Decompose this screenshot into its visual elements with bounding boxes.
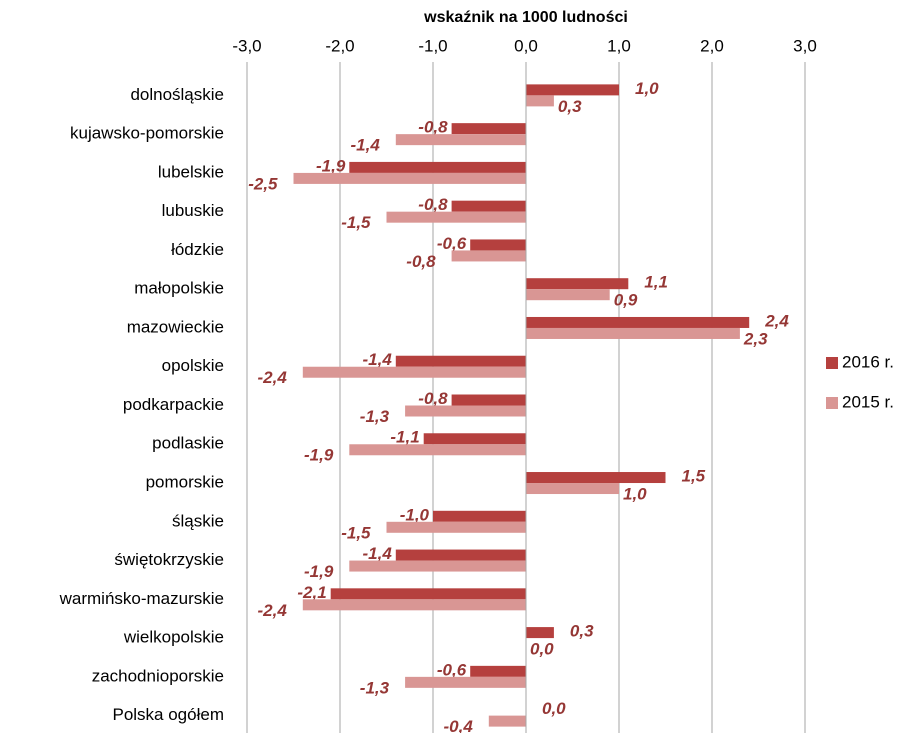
y-tick-label: opolskie [162,356,224,375]
data-label: -1,9 [316,156,346,175]
bar [526,278,629,290]
data-label: 1,0 [635,79,659,98]
y-tick-label: dolnośląskie [130,85,224,104]
chart-title: wskaźnik na 1000 ludności [423,9,628,26]
y-tick-label: małopolskie [134,279,224,298]
bar [395,134,526,146]
y-tick-label: łódzkie [171,240,224,259]
bar [395,549,526,561]
data-label: -0,8 [418,389,448,408]
data-label: 0,9 [614,291,638,310]
x-tick-label: 3,0 [793,36,817,55]
x-tick-label: 2,0 [700,36,724,55]
bar [470,665,526,677]
data-label: -1,0 [400,505,430,524]
bar [526,289,610,301]
y-tick-label: podkarpackie [123,395,224,414]
data-label: -1,4 [363,544,393,563]
bar [526,95,554,107]
bar [526,316,750,328]
bar [451,250,526,262]
bar [386,211,526,223]
bar [526,472,666,484]
bar [349,560,526,572]
data-label: 2,4 [764,311,789,330]
data-label: 0,0 [530,640,554,659]
y-tick-label: świętokrzyskie [114,550,224,569]
data-label: -0,8 [418,195,448,214]
bar [349,161,526,173]
bar [293,172,526,184]
bar [302,599,526,611]
data-label: -2,4 [258,368,288,387]
data-label: -0,8 [406,252,436,271]
y-tick-label: warmińsko-mazurskie [59,589,224,608]
y-tick-label: mazowieckie [127,317,224,336]
bar [330,588,526,600]
data-label: 1,0 [623,485,647,504]
y-tick-label: zachodnioporskie [92,666,224,685]
bar [433,510,526,522]
x-tick-label: 0,0 [514,36,538,55]
data-label: -1,5 [341,523,371,542]
data-label: 0,0 [542,699,566,718]
x-tick-label: -3,0 [232,36,261,55]
bar [349,444,526,456]
x-tick-label: 1,0 [607,36,631,55]
data-label: -0,4 [444,717,474,733]
bar [302,366,526,378]
data-label: 2,3 [743,329,768,348]
bar [405,405,526,417]
y-tick-label: podlaskie [152,434,224,453]
data-label: -1,4 [363,350,393,369]
y-tick-label: Polska ogółem [112,705,224,724]
bar [526,483,619,495]
y-tick-label: lubuskie [162,201,224,220]
data-label: -1,4 [351,136,381,155]
data-label: -2,5 [248,174,278,193]
data-label: -2,1 [297,583,326,602]
legend-label: 2016 r. [842,352,894,371]
bar [395,355,526,367]
data-label: -1,3 [360,678,390,697]
y-tick-label: lubelskie [158,162,224,181]
bar [423,433,526,445]
data-label: -0,6 [437,234,467,253]
data-label: -1,9 [304,562,334,581]
bar [405,676,526,688]
bar [470,239,526,251]
legend-swatch [826,397,838,409]
bar [526,627,554,639]
bar [451,200,526,212]
data-label: -0,6 [437,660,467,679]
legend-label: 2015 r. [842,392,894,411]
data-label: -1,5 [341,213,371,232]
data-label: -2,4 [258,601,288,620]
legend-swatch [826,357,838,369]
x-tick-label: -2,0 [325,36,354,55]
bar [526,84,619,96]
y-tick-label: pomorskie [146,473,224,492]
y-tick-label: śląskie [172,511,224,530]
x-tick-label: -1,0 [418,36,447,55]
data-label: 1,1 [644,273,668,292]
data-label: 0,3 [558,97,582,116]
bar [488,715,526,727]
data-label: -0,8 [418,118,448,137]
data-label: 0,3 [570,622,594,641]
y-tick-label: wielkopolskie [123,628,224,647]
data-label: 1,5 [682,467,706,486]
bar [526,327,740,339]
bar [451,394,526,406]
data-label: -1,9 [304,446,334,465]
bar [451,123,526,135]
y-tick-label: kujawsko-pomorskie [70,124,224,143]
data-label: -1,1 [390,428,419,447]
bar [386,521,526,533]
data-label: -1,3 [360,407,390,426]
